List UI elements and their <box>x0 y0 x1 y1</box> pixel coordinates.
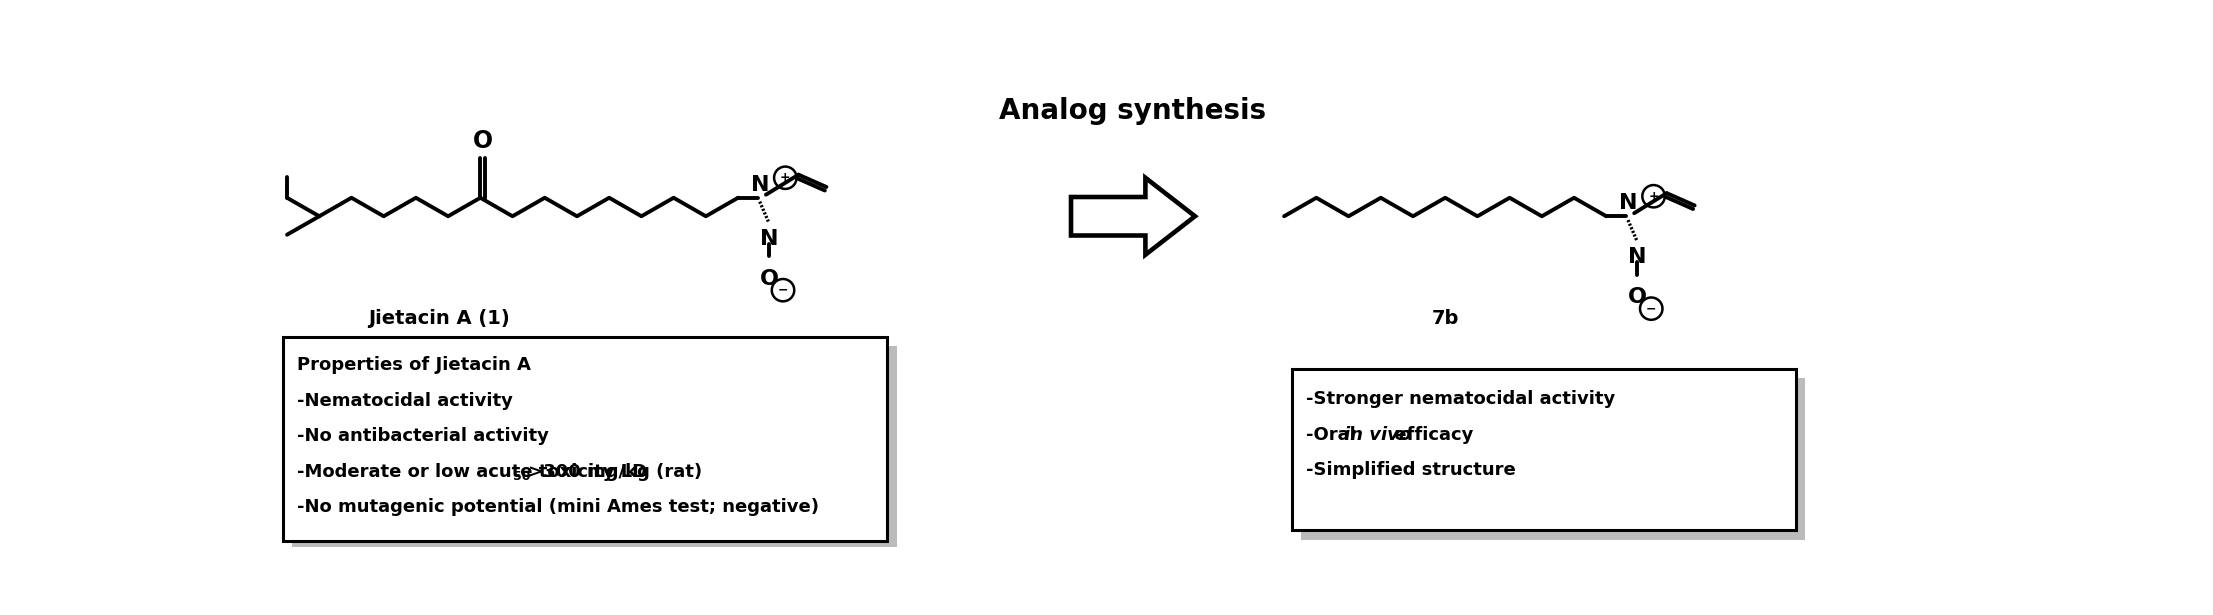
Text: in vivo: in vivo <box>1343 426 1412 443</box>
Text: -No antibacterial activity: -No antibacterial activity <box>297 427 549 445</box>
Text: −: − <box>1646 302 1658 315</box>
Text: N: N <box>1618 193 1638 213</box>
Text: -Oral: -Oral <box>1306 426 1361 443</box>
Text: -No mutagenic potential (mini Ames test; negative): -No mutagenic potential (mini Ames test;… <box>297 498 819 516</box>
Text: -Moderate or low acute toxicity LD: -Moderate or low acute toxicity LD <box>297 462 646 481</box>
Text: +: + <box>1649 190 1660 203</box>
FancyBboxPatch shape <box>292 346 896 550</box>
Text: O: O <box>759 269 779 288</box>
Text: O: O <box>474 129 493 153</box>
Text: N: N <box>1629 247 1646 267</box>
FancyBboxPatch shape <box>1292 369 1795 530</box>
Text: -Simplified structure: -Simplified structure <box>1306 461 1516 479</box>
Text: 7b: 7b <box>1432 309 1458 328</box>
FancyBboxPatch shape <box>1301 378 1806 539</box>
Text: N: N <box>759 229 779 248</box>
Text: +: + <box>779 171 790 184</box>
Text: 50: 50 <box>513 470 531 483</box>
Text: -Stronger nematocidal activity: -Stronger nematocidal activity <box>1306 391 1615 408</box>
Text: Jietacin A (1): Jietacin A (1) <box>367 309 509 328</box>
Text: −: − <box>777 284 788 296</box>
Polygon shape <box>1071 178 1195 255</box>
Text: -Nematocidal activity: -Nematocidal activity <box>297 392 513 410</box>
Text: O: O <box>1629 287 1646 307</box>
Text: efficacy: efficacy <box>1388 426 1474 443</box>
FancyBboxPatch shape <box>283 337 887 541</box>
Text: Analog synthesis: Analog synthesis <box>1000 97 1266 125</box>
Text: N: N <box>750 175 768 195</box>
Text: Properties of Jietacin A: Properties of Jietacin A <box>297 356 531 375</box>
Text: >300 mg/kg (rat): >300 mg/kg (rat) <box>522 462 702 481</box>
